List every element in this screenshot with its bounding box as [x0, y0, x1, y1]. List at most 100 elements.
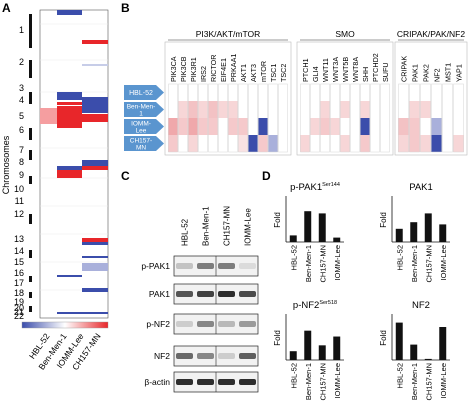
panelB-gene-label: PTCH1	[301, 58, 310, 82]
heatmap-cell	[188, 135, 198, 152]
chromosome-label: 10	[14, 184, 24, 194]
chromosome-block	[29, 92, 32, 104]
cnv-segment	[57, 170, 82, 178]
panelC-band	[176, 379, 193, 385]
heatmap-cell	[258, 118, 268, 135]
panelB-gene-label: PIK3CB	[179, 56, 188, 82]
heatmap-cell	[188, 101, 198, 118]
panelC-band	[239, 291, 256, 297]
panelB-gene-label: YAP1	[455, 64, 464, 82]
panelD-category-label: Ben-Men-1	[410, 245, 419, 282]
heatmap-column	[188, 83, 198, 153]
chromosome-label: 9	[19, 170, 24, 180]
panelC-band	[218, 321, 235, 327]
chromosome-block	[29, 214, 32, 224]
panelB-cell-line-arrow	[124, 102, 164, 117]
heatmap-cell	[409, 118, 420, 135]
cnv-segment	[82, 114, 108, 122]
panelD-bar	[410, 344, 418, 360]
panelD-chart-title: p-PAK1Ser144	[290, 182, 340, 193]
cnv-segment	[82, 160, 108, 166]
chromosome-label: 3	[19, 83, 24, 93]
panelB-heatmap: PI3K/AKT/mTOR PIK3CA PIK3CB PIK3R1 IRS2 RICTO…	[124, 29, 468, 156]
chromosome-label: 16	[14, 268, 24, 278]
panelD-ylabel: Fold	[273, 330, 282, 346]
panelC-band	[218, 291, 235, 297]
cnv-segment	[82, 256, 108, 258]
panelC-lane-label: HBL-52	[181, 218, 190, 246]
cnv-segment	[82, 64, 108, 66]
panelC-band	[197, 321, 214, 327]
cnv-segment	[57, 106, 82, 128]
heatmap-cell	[218, 101, 228, 118]
panelB-cell-line-label: HBL-52	[129, 90, 153, 97]
heatmap-cell	[300, 135, 310, 152]
panelD-category-label: IOMM-Lee	[333, 245, 342, 280]
heatmap-column	[310, 83, 320, 153]
chromosome-label: 5	[19, 111, 24, 121]
panelC-band	[239, 379, 256, 385]
chromosome-label: 20	[14, 303, 24, 313]
panelD-chart-title: NF2	[412, 300, 430, 311]
panelB-gene-label: PRKAA1	[229, 54, 238, 82]
cnv-segment	[57, 312, 82, 314]
chromosome-block	[29, 292, 32, 298]
panelD-bar	[333, 237, 341, 242]
chromosome-label: 2	[19, 57, 24, 67]
panelD-bar	[289, 351, 297, 360]
heatmap-cell	[360, 135, 370, 152]
panelB-cell-line-label: IOMM-Lee	[131, 121, 151, 135]
heatmap-cell	[420, 101, 431, 118]
panelD-bar	[395, 228, 403, 242]
heatmap-cell	[258, 135, 268, 152]
panelC-band	[239, 353, 256, 359]
panelB-cell-line-label: Ben-Men-1	[127, 104, 156, 118]
panelD-category-label: CH157-MN	[424, 363, 433, 401]
heatmap-column	[320, 83, 330, 153]
panelD-category-label: IOMM-Lee	[439, 363, 448, 398]
chromosome-block	[29, 306, 32, 312]
panelD-chart-title: PAK1	[409, 182, 433, 193]
heatmap-cell	[360, 118, 370, 135]
heatmap-cell	[320, 101, 330, 118]
heatmap-cell	[178, 118, 188, 135]
chromosome-label: 22	[14, 311, 24, 321]
chromosome-block	[29, 176, 32, 184]
panel-letter-b: B	[121, 1, 130, 15]
panelB-cell-line-arrow	[124, 85, 164, 100]
heatmap-column	[300, 83, 310, 153]
heatmap-cell	[330, 118, 340, 135]
panelB-group-frame	[296, 41, 394, 156]
heatmap-cell	[208, 118, 218, 135]
panelD-category-label: CH157-MN	[318, 363, 327, 401]
panelD-category-label: CH157-MN	[424, 245, 433, 283]
panelD-bar	[304, 330, 312, 360]
panelD-category-label: HBL-52	[289, 245, 298, 270]
panelB-gene-label: PAK2	[422, 64, 431, 82]
chromosome-label: 13	[14, 234, 24, 244]
panelD-bar	[424, 213, 432, 242]
panelD-category-label: Ben-Men-1	[304, 245, 313, 282]
heatmap-column	[370, 83, 380, 153]
heatmap-cell	[340, 135, 350, 152]
heatmap-column	[420, 83, 431, 153]
panelB-gene-label: PAK1	[411, 64, 420, 82]
heatmap-column	[208, 83, 218, 153]
panelB-gene-label: MST1	[444, 63, 453, 82]
heatmap-cell	[188, 118, 198, 135]
panelB-cell-line-arrow	[124, 136, 164, 151]
panelD-chart-title-text: NF2	[412, 300, 430, 311]
heatmap-column	[431, 83, 442, 153]
panelB-gene-label: SUFU	[381, 62, 390, 82]
panelD-ylabel: Fold	[379, 212, 388, 228]
panelD-bar	[410, 222, 418, 242]
chromosome-block	[29, 14, 32, 48]
panelB-gene-label: GLI4	[311, 66, 320, 82]
panelB-group-frame	[164, 41, 292, 156]
panelB-gene-label: PIK3R1	[189, 57, 198, 82]
panelC-band	[176, 353, 193, 359]
panelC-row-label: p-PAK1	[141, 261, 170, 271]
chromosome-label: 4	[19, 95, 24, 105]
